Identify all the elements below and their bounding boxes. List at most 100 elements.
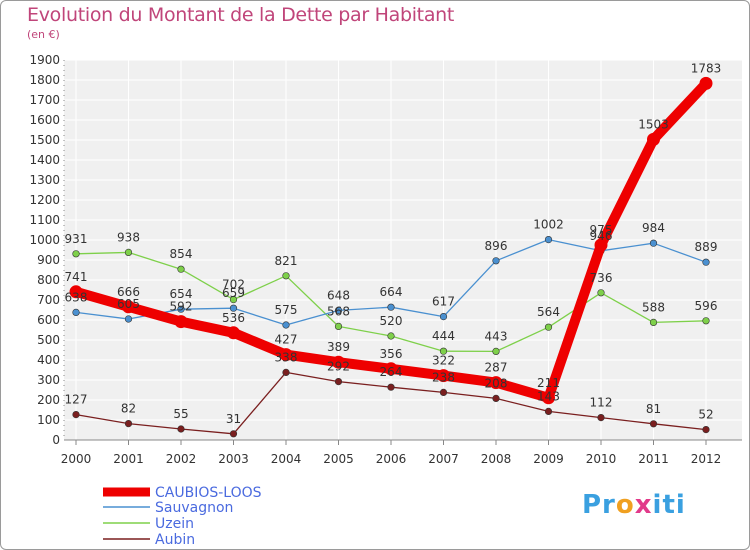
x-tick-label: 2005: [323, 452, 354, 466]
data-point-uzein: [334, 322, 343, 331]
data-label-caubios: 1783: [691, 61, 722, 75]
data-point-uzein: [544, 323, 553, 331]
data-point-caubios: [542, 391, 555, 405]
data-label-caubios: 356: [380, 347, 403, 361]
data-label-caubios: 741: [65, 270, 88, 284]
data-label-aubin: 292: [327, 360, 350, 374]
y-tick-label: 700: [37, 293, 60, 307]
x-tick-label: 2010: [586, 452, 617, 466]
x-tick-label: 2011: [638, 452, 669, 466]
legend-label-sauvagnon: Sauvagnon: [155, 500, 233, 516]
data-label-uzein: 821: [275, 254, 298, 268]
data-point-sauvagnon: [72, 308, 80, 317]
data-label-caubios: 427: [275, 333, 298, 347]
data-label-sauvagnon: 617: [432, 295, 455, 309]
y-tick-label: 1100: [29, 213, 60, 227]
data-label-uzein: 596: [695, 299, 718, 313]
data-point-uzein: [229, 296, 238, 304]
data-label-uzein: 736: [590, 271, 613, 285]
data-label-aubin: 127: [65, 393, 88, 407]
data-point-sauvagnon: [229, 304, 238, 312]
data-label-caubios: 1503: [638, 117, 669, 131]
data-label-sauvagnon: 896: [485, 239, 508, 253]
data-point-caubios: [332, 355, 345, 369]
data-label-aubin: 81: [646, 402, 661, 416]
data-point-uzein: [72, 250, 80, 258]
data-point-aubin: [597, 414, 605, 422]
data-label-aubin: 52: [698, 408, 713, 422]
data-label-caubios: 287: [485, 361, 508, 375]
chart-title: Evolution du Montant de la Dette par Hab…: [27, 4, 455, 26]
data-label-uzein: 564: [537, 305, 560, 319]
y-tick-label: 300: [37, 373, 60, 387]
y-tick-label: 1500: [29, 133, 60, 147]
data-point-caubios: [594, 238, 608, 252]
data-point-uzein: [597, 289, 605, 297]
data-label-uzein: 520: [380, 314, 403, 328]
data-point-uzein: [282, 272, 290, 280]
data-point-sauvagnon: [387, 303, 395, 311]
data-point-aubin: [387, 383, 395, 391]
data-point-caubios: [279, 348, 293, 362]
x-tick-label: 2006: [376, 452, 407, 466]
proxiti-logo: Proxiti: [582, 490, 686, 520]
data-label-uzein: 854: [170, 247, 193, 261]
data-point-aubin: [334, 378, 343, 386]
data-point-aubin: [124, 420, 133, 428]
data-point-caubios: [699, 76, 713, 90]
data-point-aubin: [702, 426, 710, 434]
data-label-sauvagnon: 654: [170, 287, 193, 301]
y-tick-label: 1400: [29, 153, 60, 167]
x-tick-label: 2012: [691, 452, 722, 466]
x-tick-label: 2004: [271, 452, 302, 466]
data-label-caubios: 389: [327, 340, 350, 354]
data-point-caubios: [174, 315, 188, 329]
data-label-caubios: 666: [117, 285, 140, 299]
data-label-uzein: 444: [432, 329, 455, 343]
y-tick-label: 1700: [29, 93, 60, 107]
legend-label-caubios: CAUBIOS-LOOS: [155, 485, 262, 501]
data-label-sauvagnon: 638: [65, 290, 88, 304]
data-point-sauvagnon: [124, 315, 133, 323]
data-point-aubin: [492, 394, 500, 403]
y-tick-label: 1000: [29, 233, 60, 247]
data-label-caubios: 592: [170, 300, 193, 314]
legend-label-uzein: Uzein: [155, 516, 194, 532]
x-tick-label: 2008: [481, 452, 512, 466]
x-tick-label: 2001: [113, 452, 144, 466]
data-point-uzein: [177, 265, 185, 273]
y-tick-label: 900: [37, 253, 60, 267]
data-point-caubios: [227, 326, 240, 340]
data-label-uzein: 931: [65, 232, 88, 246]
data-point-sauvagnon: [702, 258, 710, 266]
data-label-uzein: 443: [485, 329, 508, 343]
data-point-uzein: [649, 318, 658, 327]
data-label-sauvagnon: 946: [590, 229, 613, 243]
data-point-aubin: [72, 411, 80, 419]
data-point-sauvagnon: [282, 321, 290, 329]
data-label-sauvagnon: 1002: [533, 218, 564, 232]
data-point-sauvagnon: [439, 313, 448, 321]
y-tick-label: 600: [37, 313, 60, 327]
data-point-uzein: [702, 317, 710, 325]
data-label-aubin: 143: [537, 389, 560, 403]
data-label-aubin: 82: [121, 402, 136, 416]
data-point-uzein: [124, 248, 133, 256]
chart-subtitle: (en €): [27, 28, 60, 41]
y-tick-label: 1200: [29, 193, 60, 207]
data-label-uzein: 938: [117, 230, 140, 244]
x-tick-label: 2000: [61, 452, 92, 466]
data-label-sauvagnon: 889: [695, 240, 718, 254]
data-label-sauvagnon: 605: [117, 297, 140, 311]
plot-background: [64, 60, 742, 440]
data-label-sauvagnon: 664: [380, 285, 403, 299]
data-point-aubin: [177, 425, 185, 433]
data-point-caubios: [437, 369, 450, 383]
data-label-sauvagnon: 648: [327, 288, 350, 302]
data-label-aubin: 208: [485, 376, 508, 390]
data-label-aubin: 112: [590, 396, 613, 410]
data-label-uzein: 588: [642, 300, 665, 314]
data-point-caubios: [122, 300, 135, 314]
y-tick-label: 1900: [29, 53, 60, 67]
data-point-aubin: [282, 368, 290, 377]
